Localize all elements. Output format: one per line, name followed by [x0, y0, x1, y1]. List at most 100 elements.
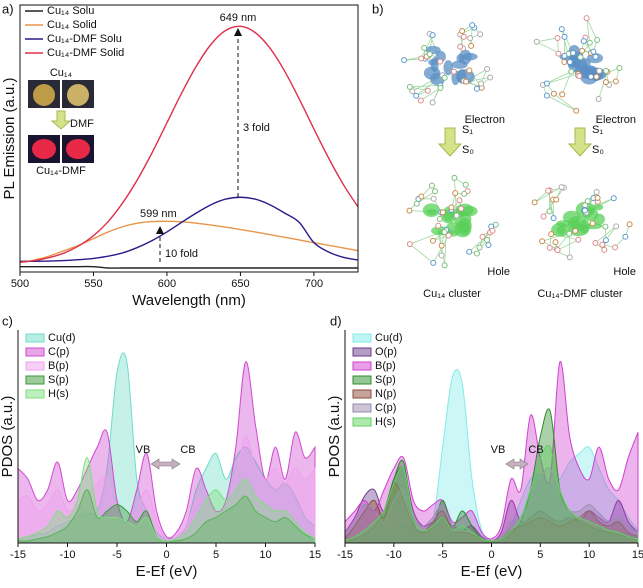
bond [536, 37, 558, 43]
legend-swatch [352, 417, 372, 427]
atom [613, 223, 620, 230]
atom [540, 213, 547, 220]
orbital-lobe [426, 208, 437, 216]
atom [489, 227, 496, 234]
atom [550, 215, 557, 222]
atom [539, 238, 546, 245]
x-tick-label: 700 [305, 278, 323, 290]
orbital-lobe [562, 210, 581, 224]
hole-label: Hole [613, 266, 636, 278]
legend-swatch [352, 347, 372, 357]
atom [583, 15, 590, 22]
atom [610, 195, 617, 202]
electron-label: Electron [596, 114, 636, 126]
atom [590, 48, 597, 55]
annotation: VB [491, 444, 506, 456]
bond [534, 186, 562, 203]
down-arrow [437, 127, 463, 157]
atom [616, 64, 623, 71]
atom [401, 57, 408, 64]
state-label: S₁ [462, 124, 473, 136]
legend-label: Cu₁₄ Solu [47, 5, 94, 17]
state-label: S₀ [592, 144, 604, 156]
atom [418, 55, 425, 62]
double-arrow [505, 458, 529, 470]
x-tick-label: 650 [231, 278, 249, 290]
atom [548, 231, 555, 238]
atom [430, 259, 437, 266]
x-tick-label: -15 [10, 549, 26, 561]
atom [457, 43, 464, 50]
x-tick-label: 0 [163, 549, 169, 561]
atom [587, 73, 594, 80]
atom [612, 78, 619, 85]
atom [581, 207, 588, 214]
atom [439, 209, 446, 216]
orbital-lobe [459, 223, 470, 236]
atom [626, 221, 633, 228]
x-tick-label: 600 [158, 278, 176, 290]
atom [461, 190, 468, 197]
annotation: 10 fold [165, 248, 198, 260]
x-tick-label: 15 [632, 549, 643, 561]
annotation: 3 fold [243, 122, 270, 134]
bond [409, 85, 441, 88]
atom [533, 38, 540, 45]
orbital-lobe [579, 219, 590, 235]
atom [602, 237, 609, 244]
y-axis-label: PL Emission (a.u.) [1, 78, 18, 200]
atom [602, 223, 609, 230]
atom [592, 53, 599, 60]
area [17, 435, 316, 544]
atom [589, 220, 596, 227]
atom [592, 239, 599, 246]
plot-frame [19, 4, 359, 273]
atom [593, 73, 600, 80]
atom [438, 252, 445, 259]
bond [546, 95, 577, 112]
atom [452, 190, 459, 197]
atom [595, 96, 602, 103]
legend-label: B(p) [48, 360, 69, 372]
atom [566, 59, 573, 66]
bond [409, 86, 428, 92]
bond [561, 71, 572, 95]
bond [420, 87, 441, 101]
x-axis-label: Wavelength (nm) [132, 292, 246, 309]
atom [566, 230, 573, 237]
atom [466, 248, 473, 255]
bond [556, 233, 570, 250]
bond [568, 233, 571, 258]
inset-sample [67, 84, 89, 106]
orbital-lobe [443, 60, 454, 76]
legend-swatch [25, 375, 45, 385]
atom [466, 67, 473, 74]
atom [561, 52, 568, 59]
atom [426, 51, 433, 58]
annotation: 649 nm [220, 12, 257, 24]
atom [576, 72, 583, 79]
atom [612, 244, 619, 251]
legend-swatch [352, 375, 372, 385]
atom [572, 227, 579, 234]
plot [17, 352, 316, 544]
legend-label: Cu(d) [48, 332, 76, 344]
atom [487, 74, 494, 81]
atom [555, 50, 562, 57]
orbital-lobe [572, 57, 591, 70]
atom [413, 92, 420, 99]
legend-swatch [352, 403, 372, 413]
atom [437, 58, 444, 65]
atom [543, 92, 550, 99]
atom [406, 241, 413, 248]
atom [603, 67, 610, 74]
atom [485, 242, 492, 249]
line [20, 265, 358, 269]
atom [462, 181, 469, 188]
atom [568, 68, 575, 75]
atom [429, 237, 436, 244]
bond [586, 17, 598, 41]
legend-label: C(p) [375, 402, 396, 414]
atom [451, 174, 458, 181]
